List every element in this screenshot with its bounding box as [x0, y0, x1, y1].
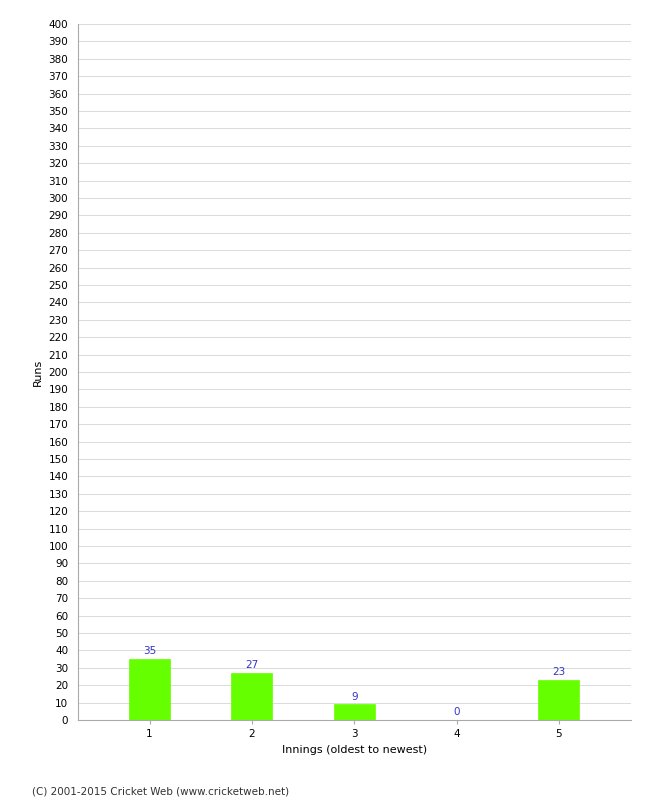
Text: (C) 2001-2015 Cricket Web (www.cricketweb.net): (C) 2001-2015 Cricket Web (www.cricketwe… — [32, 786, 290, 796]
Y-axis label: Runs: Runs — [33, 358, 43, 386]
Text: 0: 0 — [453, 707, 460, 718]
Bar — [334, 704, 374, 720]
Bar — [129, 659, 170, 720]
X-axis label: Innings (oldest to newest): Innings (oldest to newest) — [281, 745, 427, 754]
Bar — [231, 673, 272, 720]
Text: 35: 35 — [143, 646, 156, 657]
Text: 27: 27 — [245, 661, 259, 670]
Text: 23: 23 — [552, 667, 566, 678]
Bar — [538, 680, 579, 720]
Text: 9: 9 — [351, 692, 358, 702]
